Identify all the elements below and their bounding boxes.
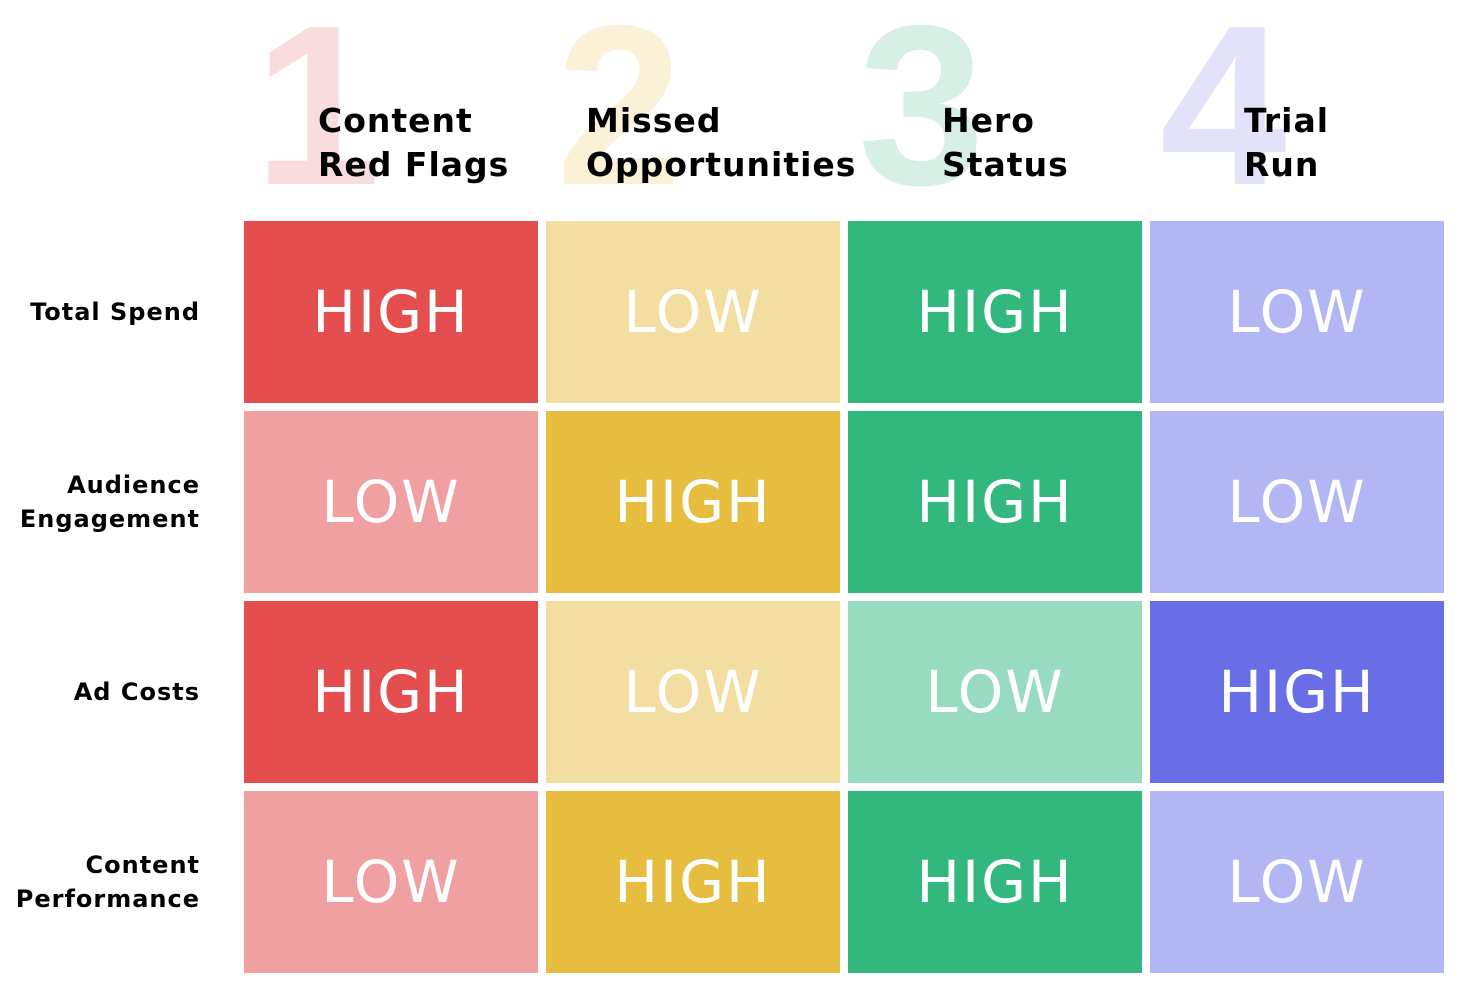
column-number: 1: [254, 0, 381, 233]
column-header-3: 3 Hero Status: [848, 0, 1148, 220]
matrix-cell: LOW: [1150, 791, 1444, 973]
column-title-line: Opportunities: [586, 145, 857, 184]
column-title-line: Missed: [586, 101, 722, 140]
matrix-cell: HIGH: [1150, 601, 1444, 783]
column-title-line: Trial: [1244, 101, 1330, 140]
matrix-cell: HIGH: [848, 221, 1142, 403]
column-title: Content Red Flags: [318, 99, 509, 187]
row-label-total-spend: Total Spend: [0, 221, 200, 403]
column-title-line: Status: [942, 145, 1069, 184]
row-label-line: Content: [85, 851, 200, 879]
matrix-cell: LOW: [1150, 221, 1444, 403]
column-number: 2: [556, 0, 683, 233]
matrix-cell: LOW: [546, 601, 840, 783]
row-label-line: Performance: [15, 885, 200, 913]
column-header-2: 2 Missed Opportunities: [546, 0, 855, 220]
row-label-line: Engagement: [19, 505, 200, 533]
row-label-content-performance: Content Performance: [0, 791, 200, 973]
column-title: Hero Status: [942, 99, 1069, 187]
matrix-cell: LOW: [546, 221, 840, 403]
matrix-cell: HIGH: [244, 601, 538, 783]
row-label-ad-costs: Ad Costs: [0, 601, 200, 783]
column-title-line: Red Flags: [318, 145, 510, 184]
row-label-line: Audience: [67, 471, 200, 499]
column-header-1: 1 Content Red Flags: [244, 0, 544, 220]
row-label-line: Ad Costs: [73, 678, 200, 706]
row-label-line: Total Spend: [30, 298, 200, 326]
column-title: Trial Run: [1244, 99, 1329, 187]
matrix-cell: HIGH: [546, 411, 840, 593]
column-header-4: 4 Trial Run: [1150, 0, 1450, 220]
matrix-cell: HIGH: [848, 411, 1142, 593]
column-title-line: Hero: [942, 101, 1035, 140]
column-number: 4: [1160, 0, 1287, 233]
row-label-audience-engagement: Audience Engagement: [0, 411, 200, 593]
matrix-cell: HIGH: [546, 791, 840, 973]
matrix-cell: LOW: [1150, 411, 1444, 593]
matrix-cell: LOW: [244, 791, 538, 973]
column-number: 3: [858, 0, 985, 233]
column-title-line: Run: [1244, 145, 1320, 184]
matrix-cell: HIGH: [244, 221, 538, 403]
column-title: Missed Opportunities: [586, 99, 856, 187]
matrix-cell: LOW: [244, 411, 538, 593]
column-title-line: Content: [318, 101, 473, 140]
matrix-cell: HIGH: [848, 791, 1142, 973]
matrix-cell: LOW: [848, 601, 1142, 783]
